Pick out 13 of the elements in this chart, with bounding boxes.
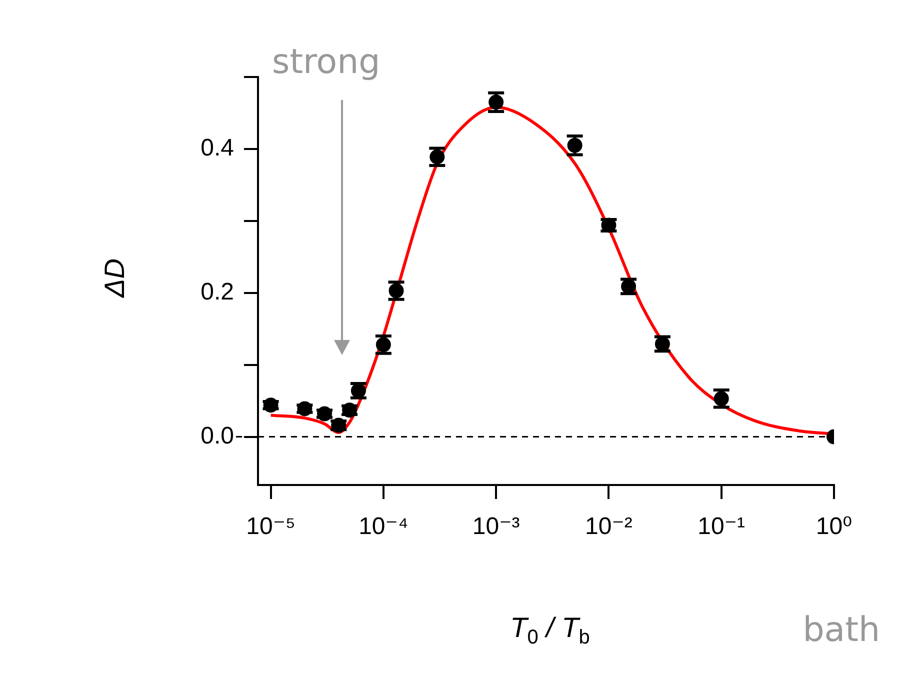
x-tick-label: 10⁻¹	[698, 513, 746, 540]
x-tick-label: 10⁻²	[585, 513, 632, 540]
x-tick-label: 10⁻⁵	[246, 513, 296, 540]
x-axis-title: T$_{0}$ / T$_{b}$	[509, 612, 591, 650]
y-tick-label: 0.0	[200, 422, 234, 450]
x-tick-label: 10⁻⁴	[358, 513, 408, 540]
text: bath	[802, 610, 880, 650]
y-tick-label: 0.4	[200, 134, 234, 162]
x-tick-label: 10⁻³	[472, 513, 520, 540]
y-tick-label: 0.2	[200, 278, 234, 306]
annotation: strong	[272, 42, 380, 82]
y-axis-title: ΔD	[99, 258, 131, 300]
x-tick-label: 10⁰	[816, 513, 852, 540]
